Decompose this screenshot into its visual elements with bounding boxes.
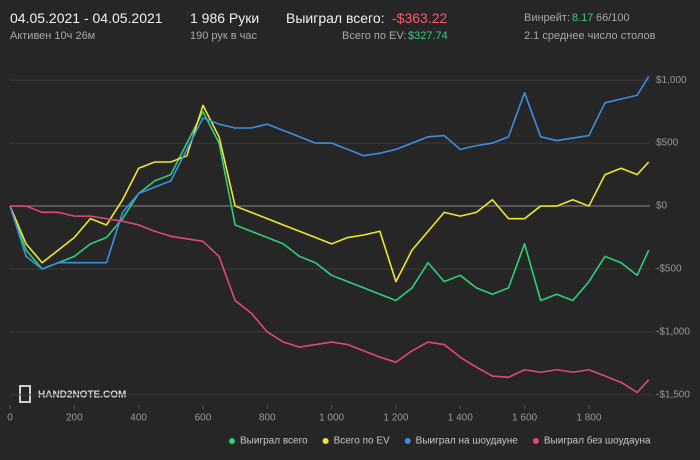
x-tick-label: 0 — [7, 413, 13, 424]
ev-value: $327.74 — [408, 30, 448, 42]
x-tick-label: 1 400 — [448, 413, 473, 424]
won-label: Выиграл всего: — [286, 10, 385, 26]
logo-icon — [19, 385, 31, 403]
legend-label: Выиграл без шоудауна — [544, 435, 651, 447]
x-tick-label: 1 600 — [512, 413, 537, 424]
series-line — [10, 205, 650, 394]
active-time: Активен 10ч 26м — [10, 30, 96, 42]
legend-marker — [229, 438, 235, 444]
x-tick-label: 400 — [130, 413, 147, 424]
date-range: 04.05.2021 - 04.05.2021 — [10, 10, 163, 26]
legend-label: Выиграл на шоудауне — [416, 436, 519, 447]
x-tick-label: 1 000 — [319, 413, 344, 424]
ev-label: Всего по EV: — [342, 30, 407, 42]
y-tick-label: -$1,000 — [656, 327, 690, 338]
legend-marker — [532, 438, 539, 444]
tables: 2.1 среднее число столов — [524, 30, 656, 42]
series-line — [9, 75, 650, 270]
winrate-range: 66/100 — [596, 12, 630, 24]
x-tick-label: 200 — [66, 413, 83, 424]
legend-marker — [404, 438, 411, 444]
y-tick-label: -$1,500 — [656, 390, 690, 401]
x-tick-label: 800 — [259, 413, 276, 424]
y-tick-label: $500 — [656, 138, 679, 149]
x-tick-label: 600 — [195, 413, 212, 424]
x-tick-label: 1 200 — [383, 413, 408, 424]
legend-label: Выиграл всего — [240, 436, 308, 447]
series-line — [9, 104, 650, 283]
y-tick-label: $0 — [656, 201, 668, 212]
legend-label: Всего по EV — [334, 436, 390, 447]
y-tick-label: $1,000 — [656, 75, 687, 86]
winrate-value: 8.17 — [572, 12, 594, 24]
y-tick-label: -$500 — [656, 264, 682, 275]
won-value: -$363.22 — [392, 10, 448, 26]
legend-marker — [322, 438, 329, 444]
hands-per-hour: 190 рук в час — [190, 30, 258, 42]
winrate-label: Винрейт: — [524, 12, 571, 24]
x-tick-label: 1 800 — [576, 413, 601, 424]
series-line — [9, 110, 650, 302]
hands: 1 986 Руки — [190, 10, 260, 26]
